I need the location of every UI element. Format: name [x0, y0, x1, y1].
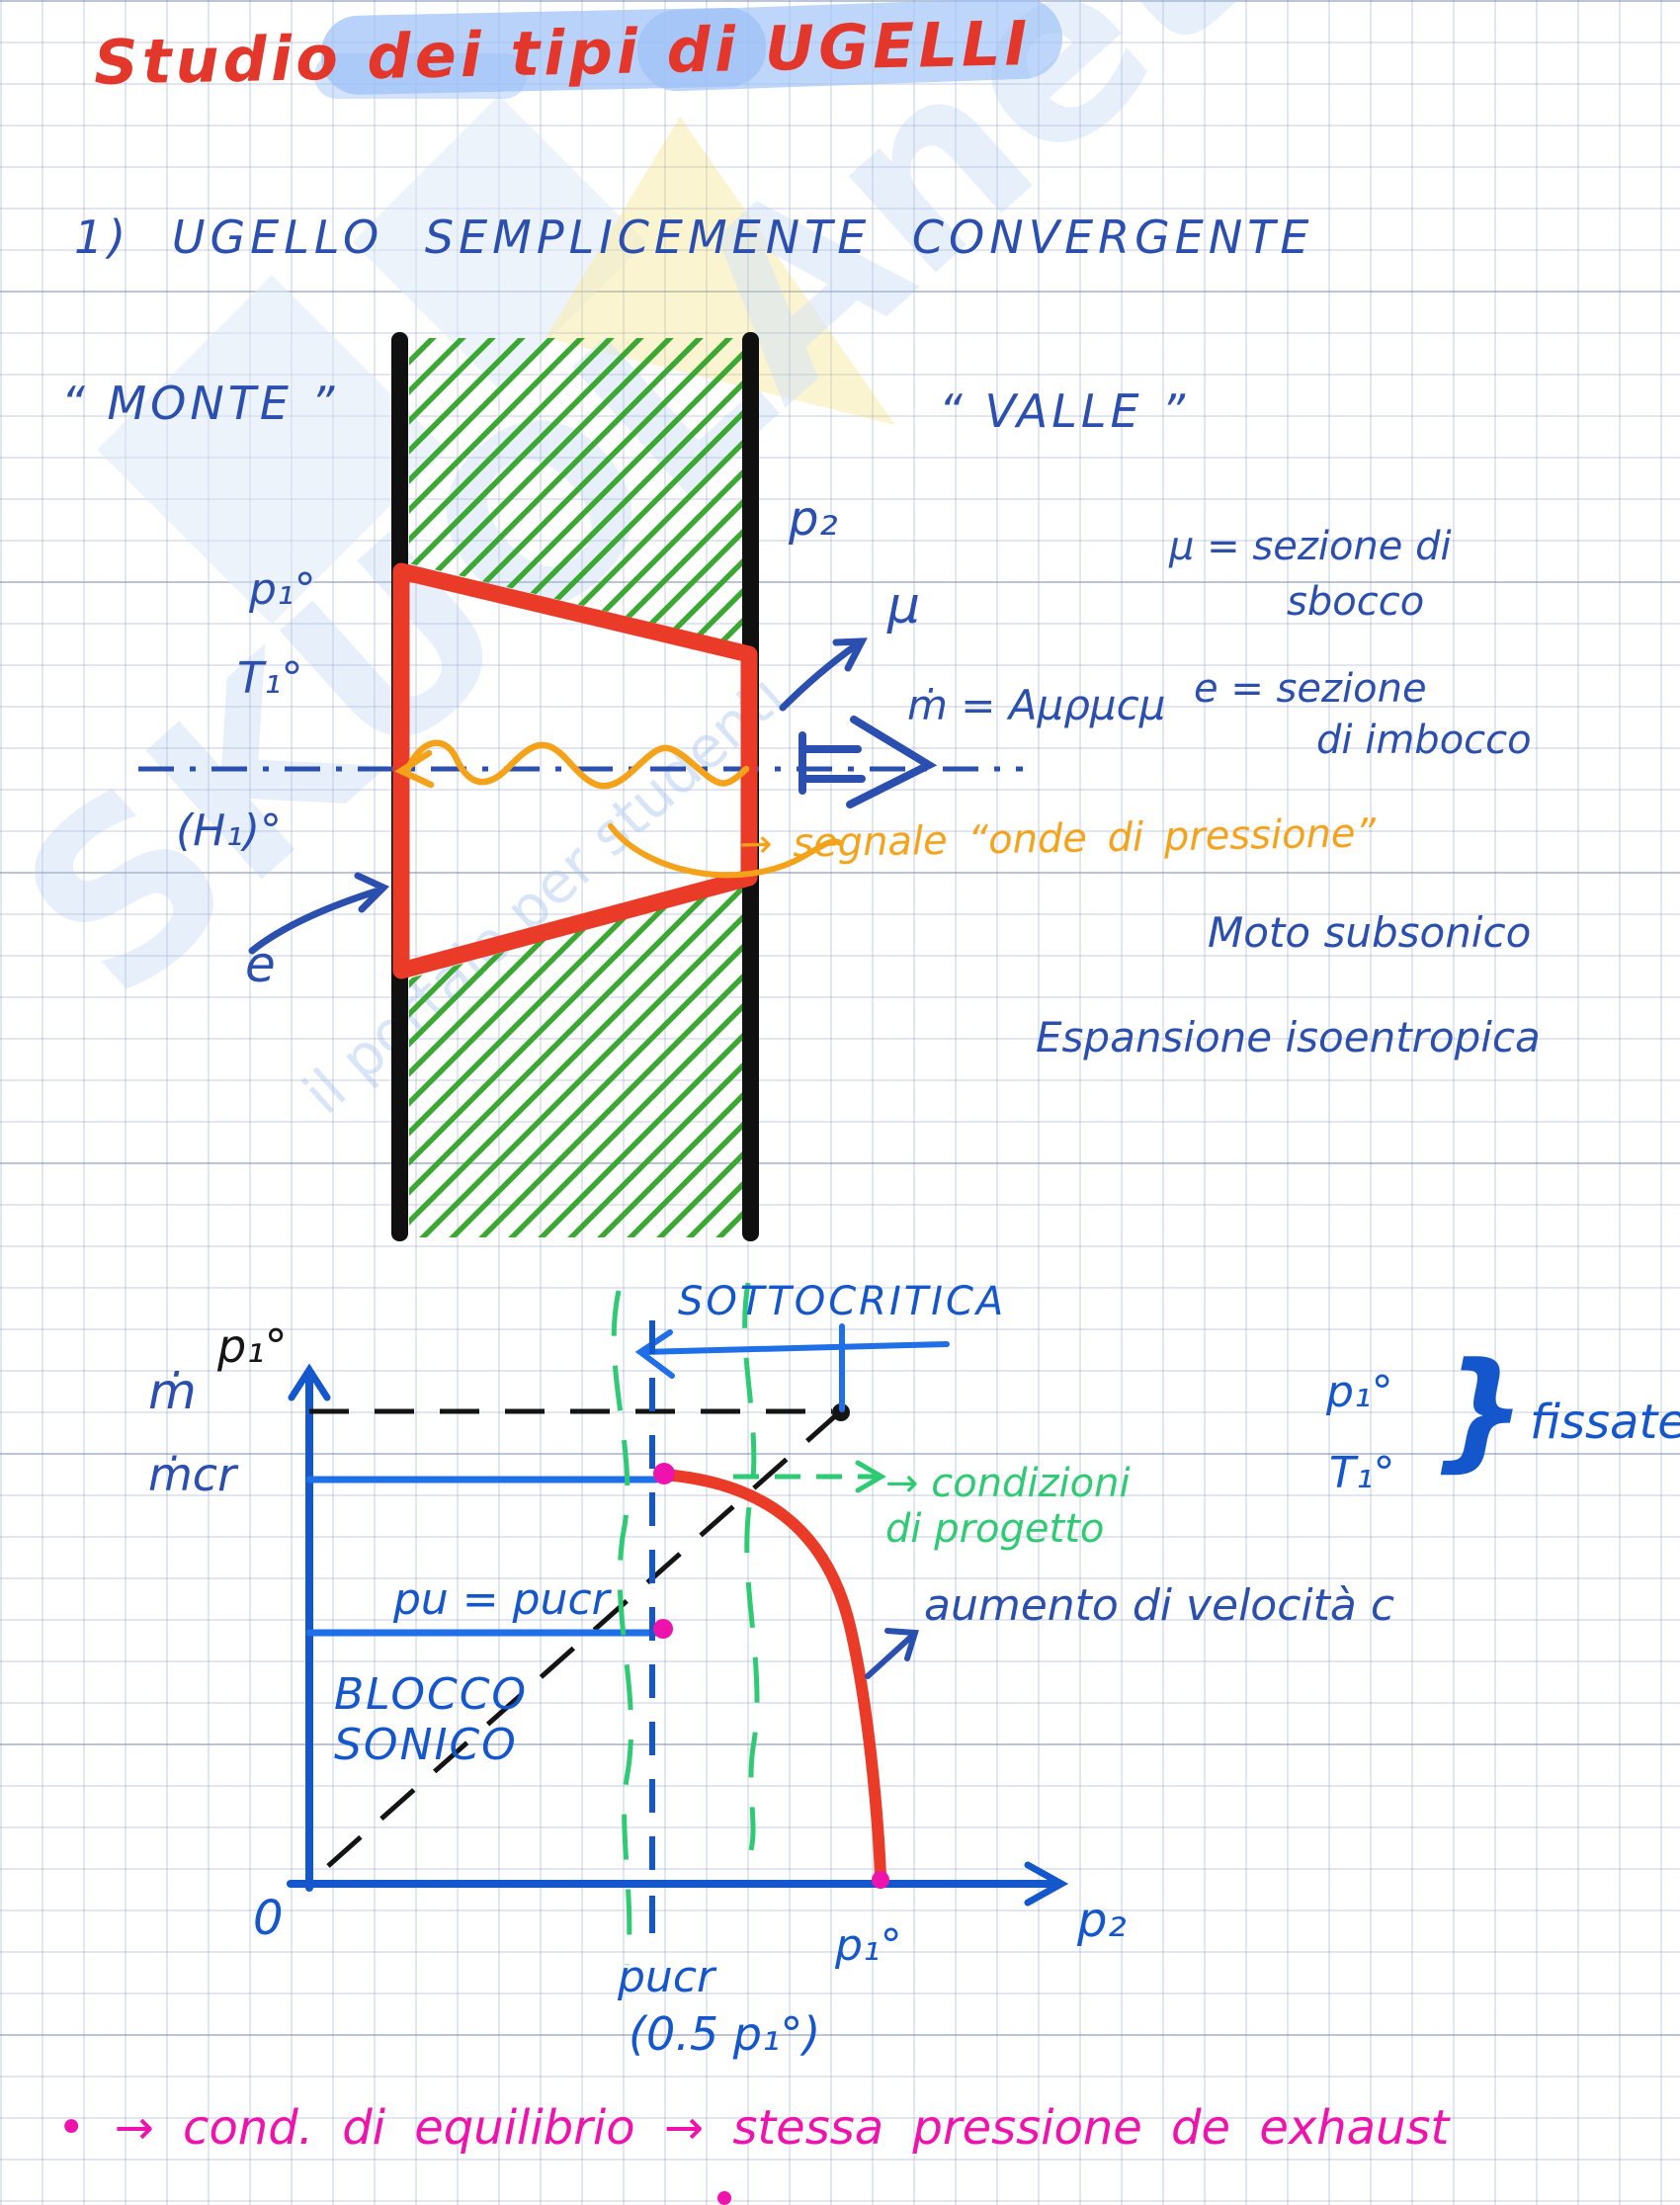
- mu-arrow: [779, 641, 860, 712]
- pressure-wave-arrowhead: [394, 749, 435, 789]
- nozzle-outline: [392, 562, 758, 979]
- hatch-lower: [409, 886, 742, 1237]
- mu-definition-line2: sbocco: [1287, 579, 1425, 625]
- chart-mdotcr-label: ṁcr: [148, 1448, 237, 1501]
- next-bullet-dot: [717, 2191, 731, 2205]
- chart-pu-pucr-label: pu = pucr: [393, 1574, 610, 1625]
- expansion-note: Espansione isoentropica: [1036, 1013, 1541, 1061]
- section-heading: 1) UGELLO SEMPLICEMENTE CONVERGENTE: [74, 211, 1314, 264]
- equilibrium-point-dot: [872, 1871, 889, 1889]
- inlet-arrowhead: [354, 872, 390, 913]
- label-p2: p₂: [789, 491, 838, 547]
- label-inlet-e: e: [245, 936, 276, 993]
- design-dashed-right: [742, 1282, 760, 1851]
- hatch-upper: [409, 338, 742, 644]
- pressure-wave: [403, 739, 750, 790]
- flow-regime-note: Moto subsonico: [1208, 908, 1532, 957]
- chart-t1-fixed: T₁°: [1329, 1448, 1395, 1498]
- chart-origin-zero: 0: [253, 1891, 284, 1946]
- velocity-arrow: [865, 1634, 914, 1679]
- no-choke-diagonal-dashed: [326, 1413, 838, 1868]
- chart-design-conditions-note: → condizioni di progetto: [885, 1461, 1131, 1552]
- chart-p1-level-label: p₁°: [217, 1319, 288, 1373]
- chart-xlabel-p2: p₂: [1077, 1893, 1127, 1948]
- label-valle: “ VALLE ”: [939, 384, 1190, 438]
- y-axis-arrowhead: [288, 1363, 331, 1401]
- chart-p1-fixed: p₁°: [1326, 1367, 1393, 1417]
- label-t1-total: T₁°: [237, 653, 303, 704]
- design-callout-arrowhead: [855, 1460, 886, 1493]
- p1-intersection-dot: [832, 1403, 850, 1421]
- exit-flow-arrow: [798, 716, 938, 808]
- label-mu: μ: [887, 576, 921, 636]
- mu-definition-line1: μ = sezione di: [1169, 524, 1452, 569]
- pucr-point-dot: [653, 1619, 673, 1639]
- chart-pucr-value: (0.5 p₁°): [629, 2007, 821, 2061]
- mdot-p2-chart: [287, 1282, 1069, 1966]
- equilibrium-footnote: • → cond. di equilibrio → stessa pressio…: [57, 2100, 1450, 2156]
- label-monte: “ MONTE ”: [61, 377, 339, 430]
- chart-region-sottocritica: SOTTOCRITICA: [678, 1279, 1007, 1324]
- nozzle-figure: [138, 332, 1023, 1241]
- sottocritica-arrow: [639, 1341, 950, 1355]
- mu-arrowhead: [832, 637, 868, 672]
- chart-ylabel-mdot: ṁ: [148, 1363, 197, 1420]
- critical-point-dot: [653, 1463, 675, 1484]
- label-h1-total: (H₁)°: [176, 806, 283, 856]
- e-definition-line2: di imbocco: [1316, 718, 1532, 763]
- chart-fissate-label: fissate: [1530, 1395, 1680, 1450]
- x-axis-arrowhead: [1024, 1861, 1069, 1907]
- wave-callout-curve: [608, 823, 843, 879]
- design-dashed-left: [611, 1290, 634, 1966]
- mass-flow-equation: ṁ = Aμρμcμ: [907, 681, 1166, 729]
- chart-velocity-note: aumento di velocità c: [924, 1580, 1395, 1631]
- label-p1-total: p₁°: [249, 564, 316, 615]
- title-highlight: [314, 0, 1062, 99]
- chart-blocco-sonico-label: BLOCCO SONICO: [334, 1669, 529, 1770]
- velocity-arrowhead: [884, 1628, 919, 1661]
- chart-pucr-tick-label: pucr: [618, 1952, 715, 2002]
- e-definition-line1: e = sezione: [1194, 666, 1427, 712]
- mdot-curve: [658, 1469, 886, 1881]
- sottocritica-arrowhead: [634, 1329, 675, 1379]
- inlet-arrow: [248, 888, 379, 955]
- chart-p1-tick-label: p₁°: [835, 1920, 902, 1971]
- chart-fixed-brace: }: [1435, 1334, 1527, 1484]
